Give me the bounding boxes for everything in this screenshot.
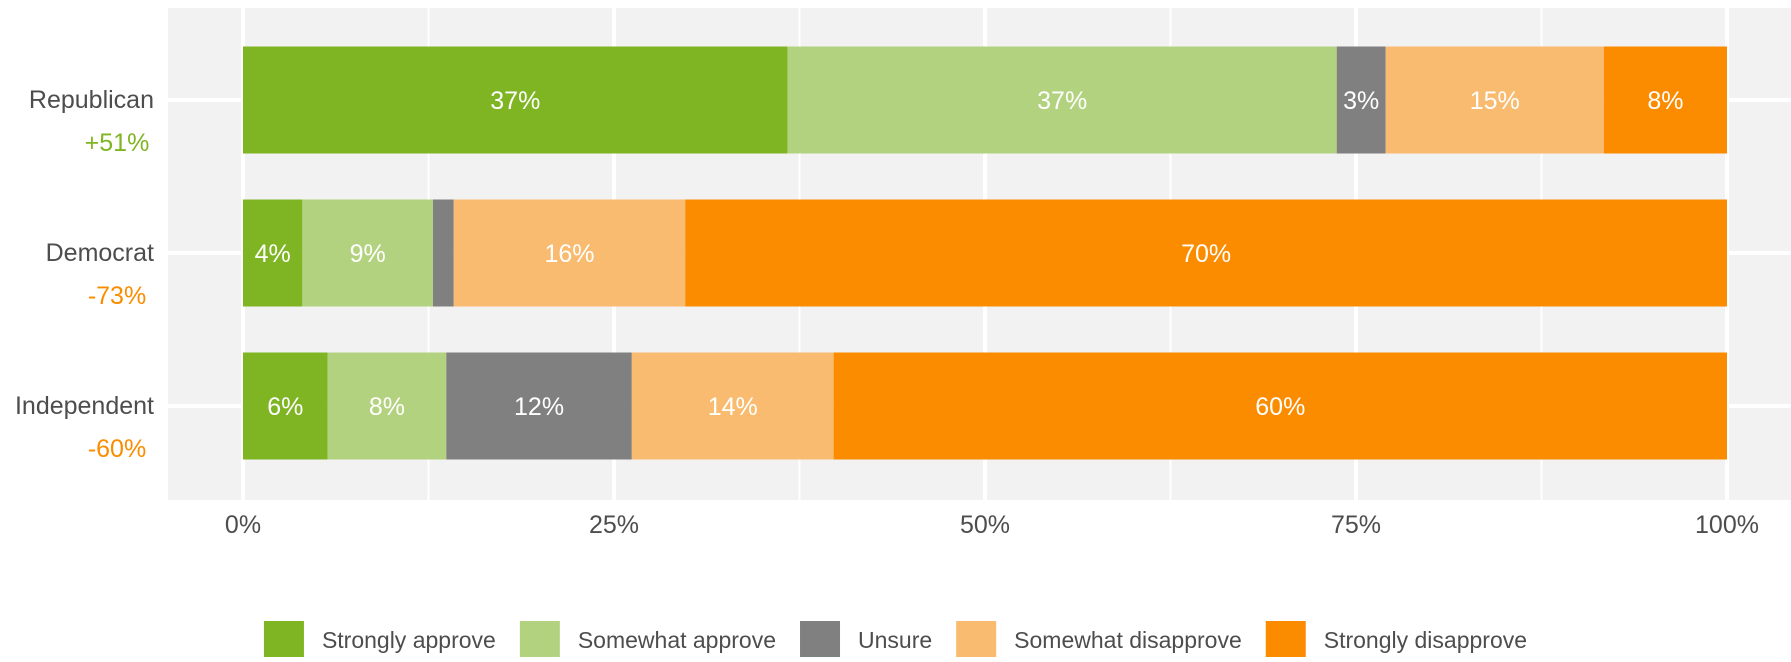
bar-segment — [1603, 46, 1727, 154]
bar-data-label: 14% — [708, 393, 758, 421]
legend-label: Somewhat approve — [578, 627, 776, 653]
bar-segment — [453, 199, 686, 307]
legend-key — [800, 621, 841, 659]
legend-key — [263, 621, 304, 659]
bars — [243, 46, 1728, 460]
bar-segment — [243, 46, 788, 154]
x-tick-label: 100% — [1695, 511, 1759, 539]
bar-data-label: 12% — [514, 393, 564, 421]
bar-data-label: 9% — [350, 240, 386, 268]
bar-data-label: 15% — [1470, 87, 1520, 115]
bar-segment — [685, 199, 1728, 307]
legend-label: Unsure — [858, 627, 932, 653]
legend: Strongly approve Somewhat approve Unsure So… — [263, 621, 1527, 659]
bar-data-label: 60% — [1255, 393, 1305, 421]
y-axis-labels: Republican +51% Democrat -73% Independent -60… — [15, 86, 154, 463]
bar-data-label: 6% — [267, 393, 303, 421]
bar-data-label: 16% — [544, 240, 594, 268]
bar-segment — [327, 352, 447, 460]
bar-segment — [1336, 46, 1386, 154]
bar-data-label: 8% — [369, 393, 405, 421]
bar-data-label: 3% — [1343, 87, 1379, 115]
bar-data-label: 8% — [1647, 87, 1683, 115]
bar-segment — [787, 46, 1337, 154]
x-tick-label: 75% — [1331, 511, 1381, 539]
bar-data-label: 37% — [490, 87, 540, 115]
net-approval-label: -60% — [88, 435, 146, 463]
bar-labels: 37% 37% 3% 15% 8% 4% 9% 16% 70% 6% 8% 12% 14% 60% — [255, 87, 1684, 421]
bar-data-label: 4% — [255, 240, 291, 268]
bar-segment — [1385, 46, 1604, 154]
bar-data-label: 70% — [1181, 240, 1231, 268]
category-label: Republican — [29, 86, 154, 114]
bar-segment — [302, 199, 433, 307]
legend-label: Somewhat disapprove — [1014, 627, 1242, 653]
x-tick-label: 0% — [225, 511, 261, 539]
bar-data-label: 37% — [1037, 87, 1087, 115]
legend-label: Strongly disapprove — [1324, 627, 1527, 653]
x-tick-label: 50% — [960, 511, 1010, 539]
bar-segment — [446, 352, 632, 460]
net-approval-label: -73% — [88, 282, 146, 310]
legend-key — [956, 621, 997, 659]
legend-key — [1265, 621, 1306, 659]
bar-segment — [243, 352, 328, 460]
bar-segment — [432, 199, 454, 307]
bar-segment — [833, 352, 1727, 460]
x-tick-label: 25% — [589, 511, 639, 539]
legend-key — [519, 621, 560, 659]
net-approval-label: +51% — [85, 129, 150, 157]
x-axis-tick-labels: 0% 25% 50% 75% 100% — [225, 511, 1759, 539]
category-label: Independent — [15, 392, 154, 420]
legend-label: Strongly approve — [322, 627, 496, 653]
category-label: Democrat — [46, 239, 154, 267]
bar-segment — [243, 199, 303, 307]
bar-segment — [631, 352, 834, 460]
